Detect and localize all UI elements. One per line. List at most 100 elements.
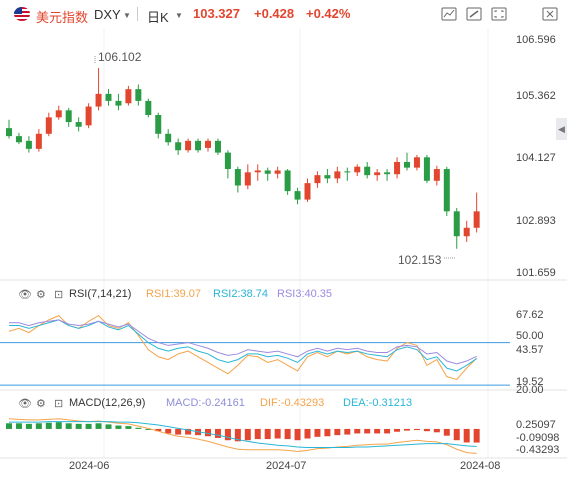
macd-value: MACD:-0.24161 — [166, 397, 245, 409]
macd-bar — [274, 428, 281, 439]
macd-bar — [413, 428, 420, 431]
candle-body — [304, 183, 311, 200]
last-price: 103.327 — [193, 6, 240, 21]
candle-body — [234, 169, 241, 186]
macd-bar — [15, 423, 22, 429]
rsi-axis-label: 67.62 — [516, 309, 544, 321]
candle-body — [75, 122, 82, 127]
candle-body — [264, 170, 271, 174]
macd-bar — [354, 428, 361, 434]
candle-body — [185, 140, 192, 151]
macd-bar — [304, 428, 311, 439]
macd-bar — [45, 422, 52, 429]
macd-bar — [6, 423, 12, 429]
macd-bar — [264, 428, 271, 440]
macd-bar — [135, 427, 142, 429]
macd-bar — [294, 428, 301, 441]
symbol-selector[interactable]: DXY — [94, 7, 121, 22]
candle-body — [364, 166, 371, 176]
macd-bar — [35, 423, 42, 429]
draw-icon[interactable] — [466, 7, 482, 21]
price-axis-label: 104.127 — [516, 152, 556, 164]
gear-icon[interactable]: ⚙ — [36, 289, 46, 301]
candle-body — [15, 136, 22, 143]
high-annotation: 106.102 — [98, 50, 142, 64]
macd-axis-label: 0.25097 — [516, 419, 556, 431]
macd-bar — [75, 423, 82, 429]
eye-icon[interactable]: 👁 — [18, 398, 32, 410]
macd-bar — [463, 428, 470, 443]
candle-body — [443, 169, 450, 212]
collapse-sidebar-button[interactable]: ◀ — [556, 118, 567, 140]
candle-body — [145, 100, 152, 115]
candle-body — [165, 133, 172, 143]
rsi1-value: RSI1:39.07 — [146, 288, 202, 300]
candle-body — [55, 110, 62, 118]
candle-body — [384, 172, 391, 175]
dropdown-icon[interactable]: ⊡ — [54, 398, 64, 410]
macd-bar — [185, 428, 192, 435]
close-icon[interactable] — [542, 7, 558, 21]
candle-body — [195, 140, 202, 151]
x-axis-label: 2024-07 — [266, 460, 307, 472]
dea-value: DEA:-0.31213 — [343, 397, 413, 409]
eye-icon[interactable]: 👁 — [18, 289, 32, 301]
macd-bar — [65, 423, 72, 429]
chevron-down-icon[interactable]: ▼ — [175, 11, 183, 20]
x-axis-label: 2024-08 — [460, 460, 501, 472]
macd-bar — [404, 428, 410, 431]
price-change: +0.428 — [254, 6, 295, 21]
candle-body — [473, 211, 480, 228]
instrument-name: 美元指数 — [36, 10, 89, 25]
candle-body — [354, 166, 361, 173]
low-annotation: 102.153 — [398, 253, 442, 267]
macd-bar — [205, 428, 211, 437]
rsi-line-rsi1 — [8, 314, 478, 381]
candle-body — [334, 171, 341, 179]
price-axis-label: 101.659 — [516, 267, 556, 279]
us-flag-icon — [14, 7, 30, 21]
macd-bar — [105, 424, 112, 429]
macd-bar — [374, 428, 381, 434]
rsi3-value: RSI3:40.35 — [277, 288, 333, 300]
candle-body — [344, 171, 351, 173]
dea-line — [9, 421, 477, 449]
candle-body — [95, 93, 102, 107]
candle-body — [453, 211, 460, 237]
macd-bar — [473, 428, 480, 443]
candle-body — [284, 170, 291, 192]
price-axis-label: 105.362 — [516, 90, 556, 102]
macd-bar — [433, 428, 440, 433]
fullscreen-icon[interactable] — [491, 7, 507, 21]
quote-header: 美元指数 DXY ▼ 日K ▼ 103.327 +0.428 +0.42% — [0, 0, 567, 28]
candle-body — [65, 110, 72, 123]
candle-body — [115, 100, 122, 106]
macd-bar — [125, 426, 132, 429]
candle-body — [463, 227, 470, 237]
macd-bar — [155, 428, 162, 432]
dif-value: DIF:-0.43293 — [260, 397, 325, 409]
price-change-percent: +0.42% — [306, 6, 351, 21]
rsi-line-rsi2 — [9, 319, 477, 372]
macd-bar — [324, 428, 331, 437]
macd-bar — [443, 428, 450, 436]
dropdown-icon[interactable]: ⊡ — [54, 289, 64, 301]
macd-bar — [384, 428, 391, 434]
macd-bar — [254, 428, 261, 440]
indicator-icon[interactable] — [441, 7, 457, 21]
candle-body — [374, 172, 381, 176]
gear-icon[interactable]: ⚙ — [36, 398, 46, 410]
macd-bar — [165, 428, 172, 434]
period-selector[interactable]: 日K — [147, 10, 169, 25]
candle-body — [394, 161, 401, 175]
price-axis-label: 102.893 — [516, 215, 556, 227]
macd-axis-label: -0.09098 — [516, 432, 560, 444]
candle-body — [85, 106, 92, 126]
candle-body — [35, 133, 42, 149]
candle-body — [274, 170, 281, 174]
macd-bar — [453, 428, 460, 441]
candle-body — [433, 169, 440, 181]
candle-body — [155, 114, 162, 134]
chevron-down-icon[interactable]: ▼ — [123, 11, 131, 20]
